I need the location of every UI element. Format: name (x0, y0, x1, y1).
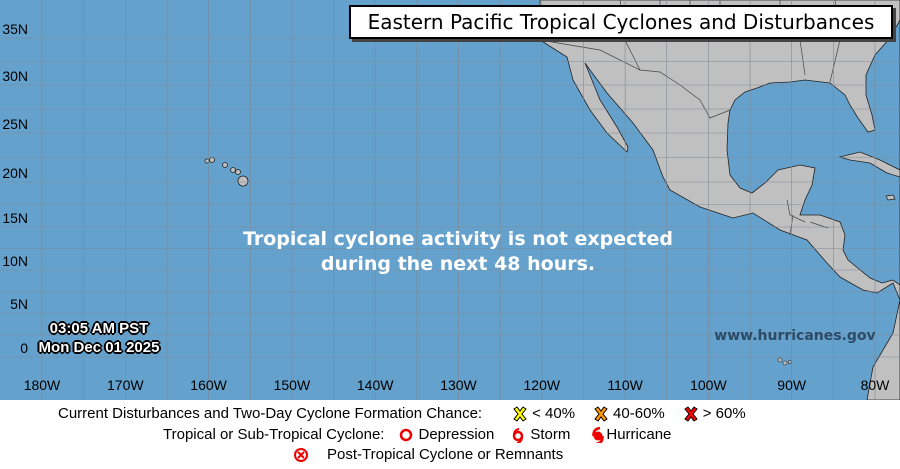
hurricane-icon (592, 426, 605, 443)
legend-hurricane: Hurricane (590, 426, 671, 443)
legend-medium: 40-60% (593, 405, 665, 422)
hawaii-island (209, 157, 215, 163)
legend-low-label: < 40% (532, 405, 576, 422)
cuba-land (838, 151, 900, 178)
depression-icon (400, 428, 413, 441)
galapagos-island (782, 360, 788, 366)
website-link[interactable]: www.hurricanes.gov (714, 328, 876, 344)
time: 03:05 AM PST (49, 320, 149, 337)
hawaii-island (230, 167, 236, 173)
map-title: Eastern Pacific Tropical Cyclones and Di… (349, 5, 893, 39)
border-line (799, 39, 806, 76)
latitude-label: 5N (10, 296, 28, 312)
hawaii-island (222, 162, 228, 168)
timestamp: 03:05 AM PST Mon Dec 01 2025 (34, 319, 164, 357)
longitude-label: 90W (777, 377, 807, 393)
map: Eastern Pacific Tropical Cyclones and Di… (0, 0, 900, 400)
outlook-message: Tropical cyclone activity is not expecte… (158, 227, 758, 277)
jamaica-land (885, 194, 896, 201)
longitude-label: 130W (440, 377, 477, 393)
post-tropical-icon (294, 447, 308, 462)
legend-high-label: > 60% (702, 405, 746, 422)
orange-x-icon (594, 405, 608, 422)
border-line (786, 199, 806, 223)
hawaii-island (235, 169, 241, 175)
legend-high: > 60% (683, 405, 746, 422)
legend-low: < 40% (512, 405, 575, 422)
graticule (0, 0, 900, 400)
legend-depression: Depression (398, 426, 494, 443)
hawaii-island (204, 158, 210, 164)
galapagos-island (777, 357, 783, 363)
message-line-2: during the next 48 hours. (320, 253, 596, 275)
latitude-label: 0 (20, 340, 28, 356)
legend-storm-label: Storm (530, 426, 571, 443)
legend-medium-label: 40-60% (613, 405, 665, 422)
longitude-label: 170W (107, 377, 144, 393)
legend-post-tropical-label: Post-Tropical Cyclone or Remnants (327, 446, 564, 463)
latitude-label: 15N (2, 210, 28, 226)
latitude-label: 30N (2, 68, 28, 84)
storm-icon (513, 427, 524, 443)
red-x-icon (684, 405, 698, 422)
legend-hurricane-label: Hurricane (606, 426, 672, 443)
map-canvas (0, 0, 900, 400)
longitude-label: 150W (273, 377, 311, 393)
cyclone-label: Tropical or Sub-Tropical Cyclone: (163, 426, 385, 443)
yellow-x-icon (513, 405, 527, 422)
latitude-label: 20N (2, 165, 28, 181)
caribbean-gulf-water (726, 19, 900, 286)
longitude-label: 160W (190, 377, 227, 393)
message-line-1: Tropical cyclone activity is not expecte… (243, 228, 673, 250)
disturbances-label: Current Disturbances and Two-Day Cyclone… (58, 405, 483, 422)
longitude-label: 100W (690, 377, 727, 393)
longitude-label: 120W (523, 377, 561, 393)
longitude-label: 140W (356, 377, 394, 393)
galapagos-island (788, 360, 792, 364)
longitude-label: 80W (860, 377, 890, 393)
latitude-label: 25N (2, 116, 28, 132)
longitude-label: 180W (23, 377, 61, 393)
hawaii-island (237, 175, 249, 187)
land (204, 0, 900, 400)
legend-depression-label: Depression (418, 426, 495, 443)
longitude-label: 110W (607, 377, 643, 393)
legend-storm: Storm (510, 426, 570, 443)
latitude-label: 35N (2, 21, 28, 37)
legend: Current Disturbances and Two-Day Cyclone… (0, 400, 900, 469)
date: Mon Dec 01 2025 (38, 339, 160, 356)
latitude-label: 10N (2, 253, 28, 269)
